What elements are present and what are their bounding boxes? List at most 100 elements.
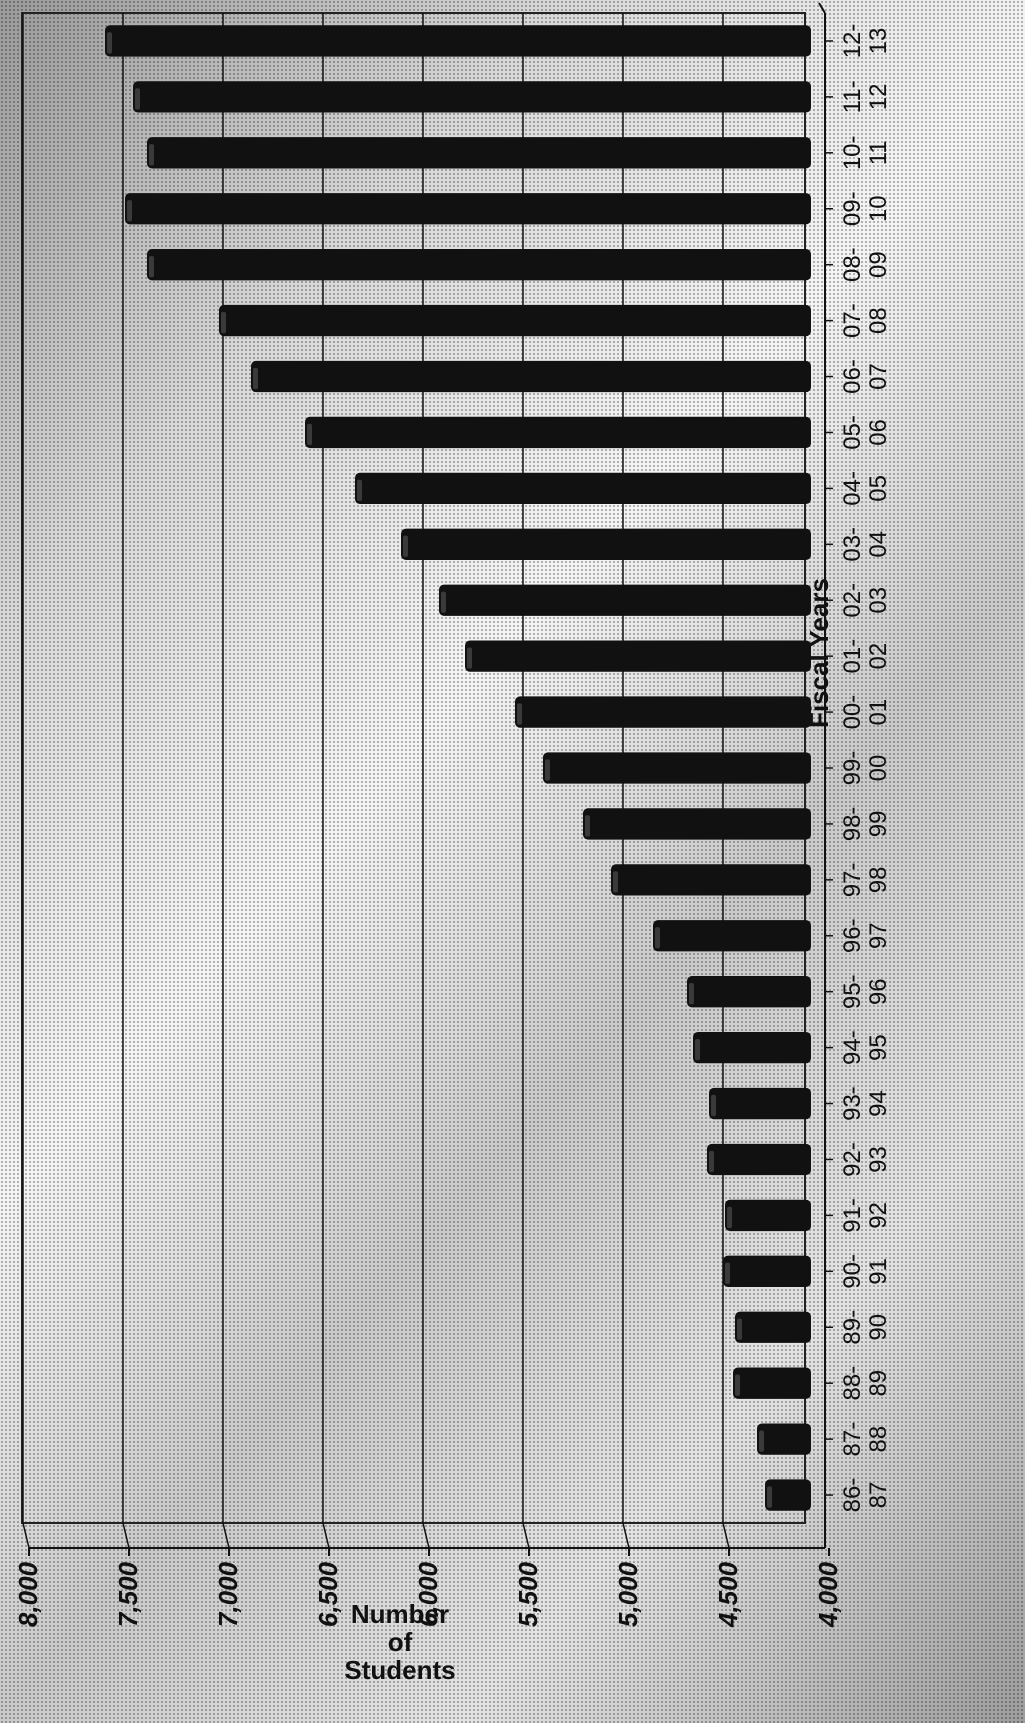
bar bbox=[147, 137, 811, 169]
x-category-label-line: 98- bbox=[839, 807, 866, 842]
bar-top-face bbox=[135, 88, 140, 110]
x-category-label-line: 11- bbox=[839, 80, 866, 113]
x-category-label: 91-92 bbox=[839, 1198, 892, 1233]
bar-top-face bbox=[357, 479, 362, 502]
x-category-label-line: 00 bbox=[865, 755, 892, 782]
bar-top-face bbox=[467, 647, 472, 669]
x-category-label: 99-00 bbox=[839, 751, 892, 786]
bar-top-face bbox=[221, 311, 226, 334]
x-category-label: 10-11 bbox=[839, 135, 892, 170]
gridline-side bbox=[22, 1522, 30, 1549]
x-category-label-line: 89 bbox=[865, 1370, 892, 1397]
gridline-side bbox=[622, 1522, 630, 1549]
bar bbox=[735, 1311, 811, 1343]
x-category-label-line: 07- bbox=[839, 303, 866, 338]
bar-top-face bbox=[107, 32, 112, 54]
bar bbox=[543, 752, 811, 784]
x-category-label-line: 96 bbox=[865, 978, 892, 1005]
bar bbox=[305, 416, 811, 449]
x-category-label-line: 87- bbox=[839, 1422, 866, 1457]
x-category-label-line: 00- bbox=[839, 695, 866, 730]
x-category-label: 07-08 bbox=[839, 303, 892, 338]
x-category-label-line: 06 bbox=[865, 419, 892, 446]
x-category-label-line: 08 bbox=[865, 307, 892, 334]
x-axis-title: Fiscal Years bbox=[804, 578, 834, 728]
x-category-label: 00-01 bbox=[839, 695, 892, 730]
x-category-label: 11-12 bbox=[839, 80, 892, 113]
bar-top-face bbox=[403, 535, 408, 557]
bar-top-face bbox=[127, 200, 132, 222]
x-category-label-line: 93 bbox=[865, 1146, 892, 1173]
x-category-label: 03-04 bbox=[839, 527, 892, 562]
bar bbox=[653, 920, 811, 952]
x-category-label: 09-10 bbox=[839, 191, 892, 226]
x-category-label-line: 03- bbox=[839, 527, 866, 562]
bar bbox=[757, 1423, 811, 1455]
gridline-side bbox=[522, 1522, 530, 1549]
x-category-label-line: 99- bbox=[839, 751, 866, 786]
gridline-side bbox=[122, 1522, 130, 1549]
x-category-label: 04-05 bbox=[839, 471, 892, 506]
y-tick-label: 8,000 bbox=[13, 1561, 43, 1627]
bar bbox=[465, 640, 811, 672]
x-category-label-line: 91- bbox=[839, 1198, 866, 1233]
x-category-labels: 86-8787-8888-8989-9090-9191-9292-9393-94… bbox=[839, 24, 892, 1513]
x-category-label: 06-07 bbox=[839, 359, 892, 394]
bar bbox=[133, 81, 811, 113]
bar-top-face bbox=[441, 591, 446, 613]
bar bbox=[707, 1143, 811, 1176]
bar-top-face bbox=[585, 815, 590, 837]
x-category-label-line: 02 bbox=[865, 643, 892, 670]
y-axis-title-line: of bbox=[388, 1627, 413, 1657]
bar-top-face bbox=[737, 1318, 742, 1340]
x-category-label: 86-87 bbox=[839, 1478, 892, 1513]
x-category-label-line: 01- bbox=[839, 639, 866, 674]
x-category-label: 97-98 bbox=[839, 863, 892, 898]
bar bbox=[125, 193, 811, 225]
y-tick-label: 4,000 bbox=[813, 1561, 843, 1628]
x-axis-end bbox=[818, 2, 826, 14]
x-category-label-line: 01 bbox=[865, 699, 892, 726]
x-category-label-line: 11 bbox=[865, 140, 892, 165]
x-category-label-line: 02- bbox=[839, 583, 866, 618]
bar-top-face bbox=[149, 256, 154, 278]
x-category-label-line: 06- bbox=[839, 359, 866, 394]
x-category-label-line: 04- bbox=[839, 471, 866, 506]
x-category-label: 95-96 bbox=[839, 974, 892, 1009]
bar bbox=[583, 808, 811, 840]
bar-top-face bbox=[517, 703, 522, 725]
bar bbox=[687, 976, 811, 1008]
bar bbox=[693, 1031, 811, 1064]
x-category-label: 12-13 bbox=[839, 24, 892, 59]
x-category-label-line: 96- bbox=[839, 918, 866, 953]
bar-top-face bbox=[545, 759, 550, 781]
bar-top-face bbox=[759, 1430, 764, 1452]
y-tick-label: 6,000 bbox=[413, 1561, 443, 1627]
x-category-label-line: 04 bbox=[865, 531, 892, 558]
gridline-side bbox=[322, 1522, 330, 1549]
x-category-label: 98-99 bbox=[839, 807, 892, 842]
x-category-label: 01-02 bbox=[839, 639, 892, 674]
bar bbox=[401, 528, 811, 560]
x-category-label: 96-97 bbox=[839, 918, 892, 953]
x-category-label-line: 93- bbox=[839, 1086, 866, 1121]
x-category-label-line: 87 bbox=[865, 1482, 892, 1509]
x-category-label: 05-06 bbox=[839, 415, 892, 450]
bar-top-face bbox=[307, 423, 312, 446]
y-tick-label: 5,500 bbox=[513, 1561, 543, 1627]
bar-top-face bbox=[613, 871, 618, 893]
x-category-label: 92-93 bbox=[839, 1142, 892, 1177]
x-category-label: 90-91 bbox=[839, 1254, 892, 1289]
y-axis-title-line: Students bbox=[344, 1655, 455, 1685]
bar bbox=[723, 1255, 811, 1287]
y-axis-title-text: Number of Students bbox=[344, 1599, 455, 1685]
bar bbox=[105, 25, 811, 57]
bar bbox=[515, 696, 811, 728]
x-category-label-line: 13 bbox=[865, 28, 892, 55]
bar-top-face bbox=[725, 1262, 730, 1284]
x-category-label-line: 98 bbox=[865, 867, 892, 894]
x-category-label: 93-94 bbox=[839, 1086, 892, 1121]
bar bbox=[439, 584, 811, 616]
